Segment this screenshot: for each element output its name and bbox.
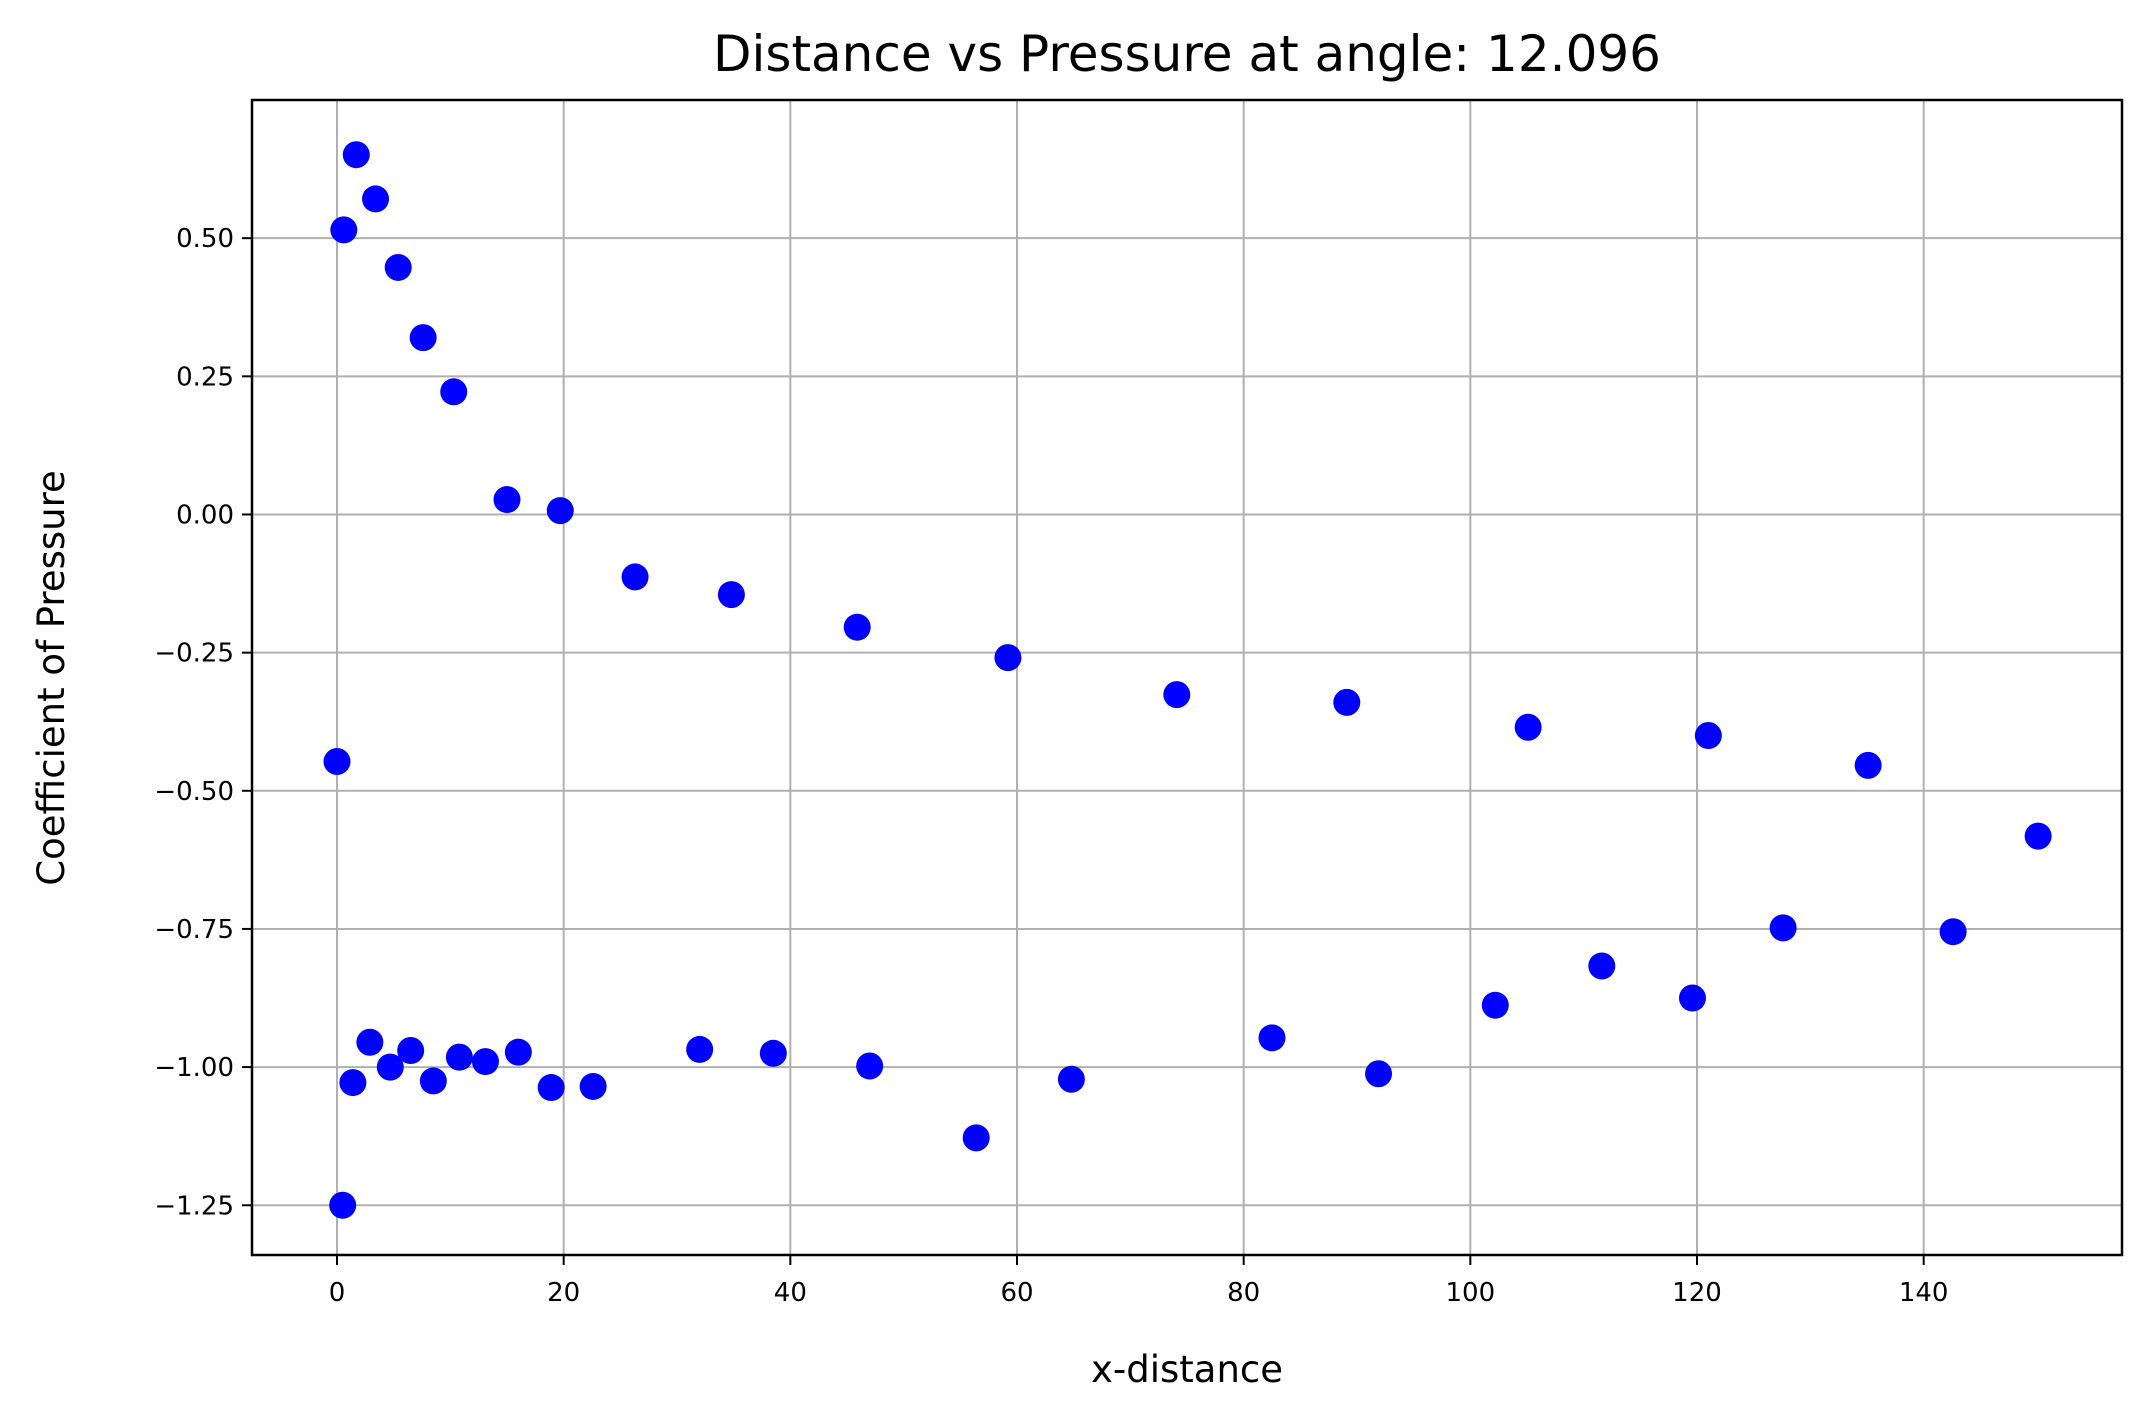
data-point: [339, 1069, 367, 1097]
grid: [252, 100, 2122, 1255]
data-point: [409, 324, 437, 352]
x-tick-label: 140: [1899, 1278, 1949, 1308]
data-point: [471, 1048, 499, 1076]
y-tick-label: 0.25: [176, 362, 234, 392]
x-axis-ticks: 0 20 40 60 80 100 120 140: [329, 1255, 1949, 1308]
data-point: [1769, 914, 1797, 942]
data-point: [759, 1039, 787, 1067]
data-point: [994, 644, 1022, 672]
chart-title: Distance vs Pressure at angle: 12.096: [713, 25, 1661, 83]
y-tick-label: −0.75: [154, 915, 234, 945]
data-point: [621, 563, 649, 591]
data-point: [356, 1028, 384, 1056]
y-axis-ticks: 0.50 0.25 0.00 −0.25 −0.50 −0.75 −1.00 −1.25: [154, 224, 252, 1221]
data-point: [1939, 918, 1967, 946]
x-tick-label: 100: [1446, 1278, 1496, 1308]
x-tick-label: 40: [774, 1278, 807, 1308]
data-point: [1333, 688, 1361, 716]
data-point: [397, 1037, 425, 1065]
data-point: [579, 1072, 607, 1100]
x-tick-label: 120: [1672, 1278, 1722, 1308]
data-point: [384, 253, 412, 281]
x-tick-label: 60: [1000, 1278, 1033, 1308]
data-point: [1588, 952, 1616, 980]
data-point: [504, 1038, 532, 1066]
y-tick-label: −0.25: [154, 639, 234, 669]
plot-frame: [250, 98, 2124, 1257]
data-point: [330, 216, 358, 244]
x-axis-title: x-distance: [1091, 1348, 1283, 1391]
data-point: [440, 378, 468, 406]
data-point: [329, 1191, 357, 1219]
data-point: [376, 1053, 404, 1081]
x-tick-label: 20: [547, 1278, 580, 1308]
data-point: [686, 1035, 714, 1063]
data-point: [546, 497, 574, 525]
data-point: [1514, 713, 1542, 741]
y-tick-label: 0.50: [176, 224, 234, 254]
y-tick-label: −0.50: [154, 777, 234, 807]
data-point: [419, 1067, 447, 1095]
data-point: [856, 1052, 884, 1080]
data-point: [493, 486, 521, 514]
x-tick-label: 80: [1227, 1278, 1260, 1308]
data-point: [362, 185, 390, 213]
data-point: [323, 748, 351, 775]
data-point: [1258, 1024, 1286, 1052]
data-point: [1678, 984, 1706, 1012]
x-tick-label: 0: [329, 1278, 346, 1308]
data-point: [537, 1074, 565, 1102]
data-point: [342, 141, 370, 169]
y-tick-label: 0.00: [176, 500, 234, 530]
y-tick-label: −1.25: [154, 1191, 234, 1221]
data-points: [323, 141, 2052, 1219]
data-point: [445, 1043, 473, 1071]
data-point: [1365, 1060, 1393, 1088]
data-point: [843, 613, 871, 641]
data-point: [717, 581, 745, 609]
data-point: [2024, 822, 2052, 850]
y-tick-label: −1.00: [154, 1053, 234, 1083]
y-axis-title: Coefficient of Pressure: [30, 470, 73, 886]
data-point: [1163, 681, 1191, 709]
data-point: [1481, 991, 1509, 1019]
data-point: [1694, 722, 1722, 750]
data-point: [1057, 1065, 1085, 1093]
data-point: [962, 1124, 990, 1152]
data-point: [1854, 751, 1882, 779]
